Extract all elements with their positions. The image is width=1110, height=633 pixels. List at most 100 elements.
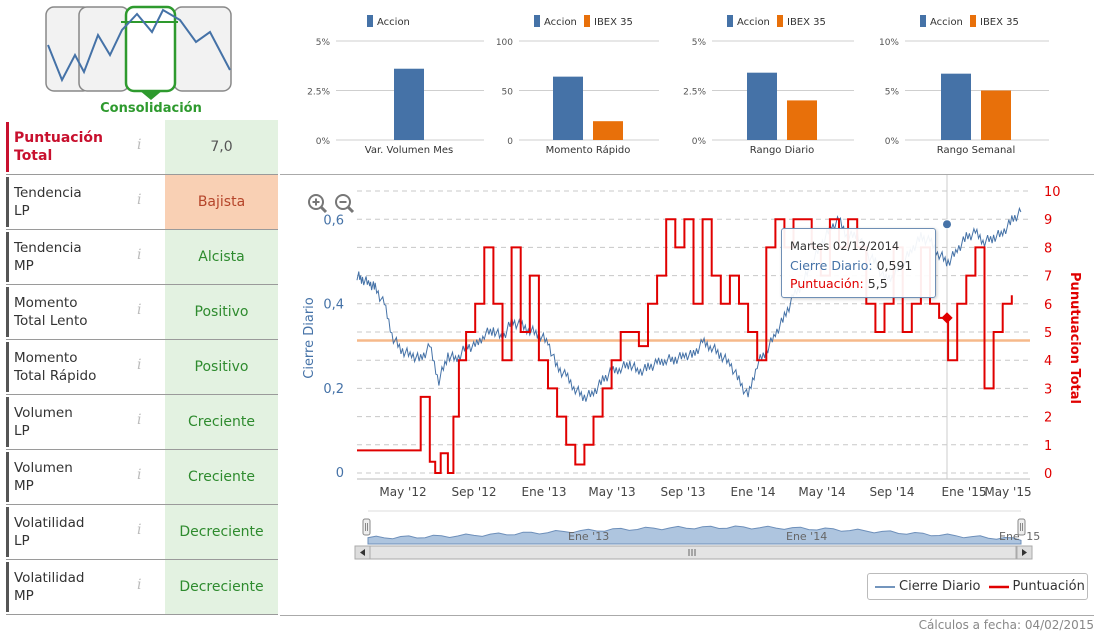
info-icon[interactable]: i <box>137 522 142 538</box>
indicator-value: Decreciente <box>165 505 278 559</box>
x-axis-tick: Sep '14 <box>870 485 915 499</box>
left-axis-tick: 0,2 <box>323 382 344 397</box>
indicator-panel: Consolidación Puntuación Total i 7,0 Tendenc… <box>0 0 280 633</box>
bar-chart-4: Accion IBEX 35 0% 5% 10% Rango Semanal <box>879 15 1049 156</box>
indicator-label: Momento Total Rápido <box>6 342 156 392</box>
indicator-list: Puntuación Total i 7,0 Tendencia LP i Bajista Te… <box>6 120 278 615</box>
y-tick-label: 0% <box>885 137 900 147</box>
x-axis-tick: Ene '15 <box>942 485 987 499</box>
info-icon[interactable]: i <box>137 247 142 263</box>
right-axis-tick: 1 <box>1044 439 1052 454</box>
indicator-label: Tendencia MP <box>6 232 156 282</box>
chart-tooltip: Martes 02/12/2014 Cierre Diario: 0,591 P… <box>781 228 936 298</box>
bar[interactable] <box>593 121 623 140</box>
indicator-value: Positivo <box>165 340 278 394</box>
indicator-label-line2: LP <box>14 203 30 219</box>
indicator-label-line2: LP <box>14 533 30 549</box>
right-axis-tick: 3 <box>1044 382 1052 397</box>
consolidation-logo: Consolidación <box>45 5 232 116</box>
indicator-value: Alcista <box>165 230 278 284</box>
legend-swatch <box>777 15 783 27</box>
bar[interactable] <box>553 76 583 140</box>
chart-legend: Cierre Diario Puntuación <box>867 573 1088 600</box>
legend-label[interactable]: IBEX 35 <box>980 17 1019 28</box>
indicator-value: Positivo <box>165 285 278 339</box>
legend-label[interactable]: IBEX 35 <box>594 17 633 28</box>
navigator[interactable]: Ene '13 Ene '14 Ene '15 <box>362 510 1040 545</box>
indicator-row: Volumen LP i Creciente <box>6 395 278 450</box>
indicator-label-line2: Total Rápido <box>14 368 97 384</box>
close-legend-swatch <box>875 585 895 588</box>
score-legend-swatch <box>988 585 1009 588</box>
x-axis-tick: May '14 <box>798 485 845 499</box>
close-hover-marker <box>942 219 952 230</box>
navigator-right-handle[interactable] <box>1017 518 1026 536</box>
y-tick-label: 50 <box>502 88 514 98</box>
tooltip-date: Martes 02/12/2014 <box>790 239 900 253</box>
bar[interactable] <box>787 100 817 140</box>
indicator-row: Tendencia LP i Bajista <box>6 175 278 230</box>
legend-label[interactable]: Accion <box>930 17 963 28</box>
legend-label[interactable]: IBEX 35 <box>787 17 826 28</box>
x-axis-tick: Sep '13 <box>661 485 706 499</box>
info-icon[interactable]: i <box>137 192 142 208</box>
legend-close[interactable]: Cierre Diario <box>899 579 981 594</box>
legend-swatch <box>970 15 976 27</box>
y-tick-label: 10% <box>879 38 899 48</box>
legend-score[interactable]: Puntuación <box>1012 579 1085 594</box>
x-axis-tick: May '12 <box>379 485 426 499</box>
indicator-value: Creciente <box>165 395 278 449</box>
y-tick-label: 0% <box>316 137 331 147</box>
y-tick-label: 100 <box>496 38 513 48</box>
info-icon[interactable]: i <box>137 412 142 428</box>
right-axis-title: Punutuacion Total <box>1067 272 1082 404</box>
info-icon[interactable]: i <box>137 302 142 318</box>
bar-chart-title: Rango Diario <box>750 145 814 156</box>
legend-label[interactable]: Accion <box>377 17 410 28</box>
bar-chart-3: Accion IBEX 35 0% 2.5% 5% Rango Diario <box>683 15 854 156</box>
y-tick-label: 0% <box>692 137 707 147</box>
indicator-row: Volatilidad LP i Decreciente <box>6 505 278 560</box>
legend-swatch <box>920 15 926 27</box>
indicator-label-line1: Tendencia <box>14 185 82 201</box>
bar[interactable] <box>394 68 424 140</box>
zoom-in-icon[interactable] <box>308 194 328 214</box>
x-axis-tick: Ene '14 <box>731 485 776 499</box>
navigator-label: Ene '14 <box>786 530 827 543</box>
y-tick-label: 2.5% <box>683 88 706 98</box>
info-icon[interactable]: i <box>137 137 142 153</box>
indicator-row: Momento Total Lento i Positivo <box>6 285 278 340</box>
scroll-right-icon <box>1022 549 1027 556</box>
right-axis-tick: 4 <box>1044 354 1052 369</box>
consolidation-icon <box>45 5 232 100</box>
navigator-left-handle[interactable] <box>362 518 371 536</box>
score-series-line[interactable] <box>357 218 1013 474</box>
y-tick-label: 5% <box>316 38 331 48</box>
bar[interactable] <box>981 90 1011 141</box>
indicator-label: Volatilidad MP <box>6 562 156 612</box>
legend-swatch <box>584 15 590 27</box>
navigator-scrollbar[interactable] <box>354 545 1033 560</box>
indicator-label: Momento Total Lento <box>6 287 156 337</box>
left-axis-tick: 0,6 <box>323 213 344 228</box>
y-tick-label: 5% <box>885 88 900 98</box>
scrollbar-thumb[interactable] <box>369 545 1017 560</box>
right-axis-tick: 0 <box>1044 467 1052 482</box>
bar-charts: Accion 0% 2.5% 5% Var. Volumen Mes Accion IBEX… <box>307 15 1049 156</box>
legend-label[interactable]: Accion <box>544 17 577 28</box>
tooltip-score-value: 5,5 <box>867 276 888 291</box>
x-axis-tick: Sep '12 <box>452 485 497 499</box>
indicator-label-line2: MP <box>14 478 34 494</box>
indicator-label-line1: Volumen <box>14 405 73 421</box>
bar[interactable] <box>747 72 777 140</box>
legend-label[interactable]: Accion <box>737 17 770 28</box>
bar[interactable] <box>941 73 971 140</box>
info-icon[interactable]: i <box>137 357 142 373</box>
tooltip-score-label: Puntuación: <box>790 276 864 291</box>
info-icon[interactable]: i <box>137 577 142 593</box>
zoom-out-icon[interactable] <box>335 194 355 214</box>
info-icon[interactable]: i <box>137 467 142 483</box>
consolidation-label: Consolidación <box>100 101 202 116</box>
indicator-label-line2: Total Lento <box>14 313 88 329</box>
indicator-row: Momento Total Rápido i Positivo <box>6 340 278 395</box>
